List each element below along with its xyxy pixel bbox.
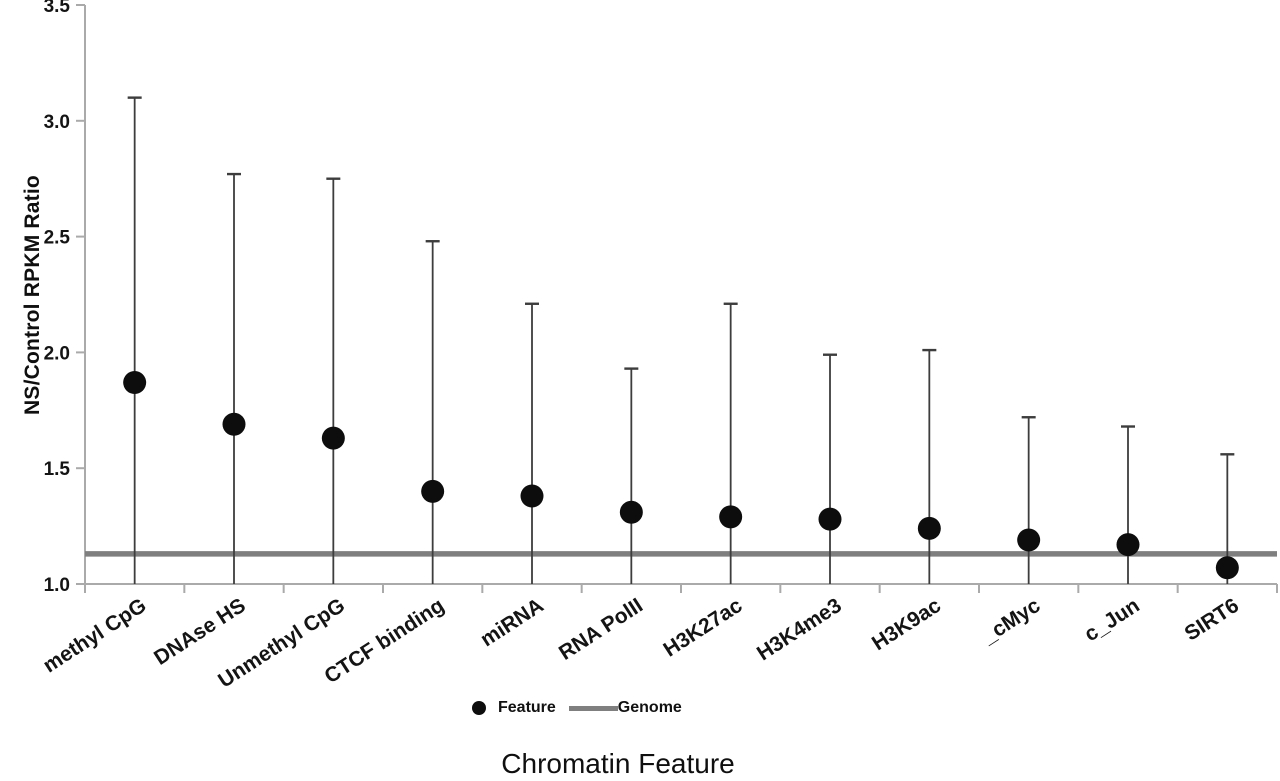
genome-line-icon — [568, 705, 618, 711]
data-point — [1116, 533, 1140, 557]
y-axis-title: NS/Control RPKM Ratio — [21, 175, 44, 415]
y-tick-label: 2.0 — [44, 343, 70, 364]
x-category-label: H3K4me3 — [753, 594, 846, 665]
data-point — [818, 507, 842, 531]
y-tick-label: 2.5 — [44, 228, 71, 249]
y-tick-label: 3.0 — [44, 112, 70, 133]
x-category-label: SIRT6 — [1181, 594, 1243, 646]
x-axis-title: Chromatin Feature — [501, 748, 735, 779]
legend-label-feature: Feature — [498, 699, 556, 716]
y-tick-label: 3.5 — [44, 0, 71, 17]
y-tick-label: 1.5 — [44, 459, 71, 480]
data-point — [719, 505, 743, 529]
x-category-label: H3K9ac — [868, 594, 945, 655]
data-point — [1017, 528, 1041, 552]
x-category-label: c_Jun — [1080, 594, 1143, 646]
feature-marker-icon — [472, 701, 486, 715]
data-point — [321, 426, 345, 450]
x-category-label: H3K27ac — [659, 594, 746, 662]
x-category-label: DNAse HS — [150, 594, 250, 670]
data-point — [222, 412, 246, 436]
x-category-label: _cMyc — [977, 594, 1044, 649]
data-point — [421, 479, 445, 503]
data-point — [123, 371, 147, 395]
legend-label-genome: Genome — [617, 699, 682, 716]
legend: Feature Genome — [472, 698, 682, 718]
data-point — [917, 516, 941, 540]
x-category-label: methyl CpG — [39, 594, 150, 677]
data-point — [520, 484, 544, 508]
x-category-label: miRNA — [476, 594, 547, 651]
y-tick-label: 1.0 — [44, 575, 70, 596]
x-category-label: RNA PolII — [555, 594, 647, 665]
data-point — [1215, 556, 1239, 580]
data-point — [619, 500, 643, 524]
